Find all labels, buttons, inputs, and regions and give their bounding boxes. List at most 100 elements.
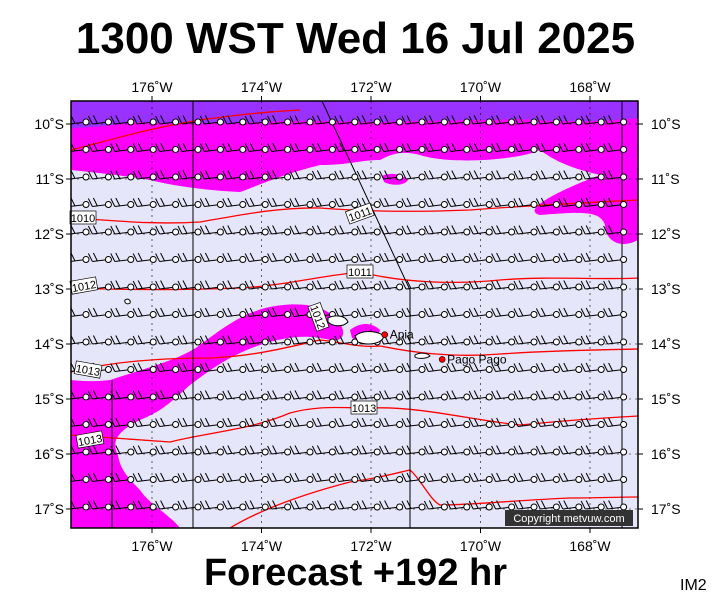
wind-barb	[244, 280, 269, 291]
wind-barb	[132, 115, 157, 126]
wind-barb	[222, 417, 247, 428]
svg-text:1013: 1013	[352, 403, 376, 415]
wind-barb	[311, 472, 336, 483]
wind-barb	[513, 225, 538, 236]
wind-barb	[110, 445, 135, 456]
wind-barb	[334, 225, 359, 236]
wind-barb	[580, 225, 605, 236]
wind-barb	[558, 390, 583, 401]
wind-barb	[267, 197, 292, 208]
place-marker	[381, 331, 388, 338]
wind-barb	[468, 390, 493, 401]
wind-barb	[267, 307, 292, 318]
wind-barb	[401, 417, 426, 428]
wind-barb	[580, 472, 605, 483]
wind-barb	[513, 417, 538, 428]
axis-ticks: 176˚W 176˚W 174˚W 174˚W 172˚W 172˚W 170˚W 170˚W…	[34, 79, 680, 554]
wind-barb	[603, 445, 628, 456]
wind-barb	[199, 472, 224, 483]
wind-barb	[222, 115, 247, 126]
wind-barb	[513, 362, 538, 373]
wind-barb	[177, 390, 202, 401]
wind-barb	[401, 445, 426, 456]
wind-barb	[222, 500, 247, 511]
wind-barb	[244, 500, 269, 511]
places: Apia Pago Pago	[381, 328, 507, 366]
wind-barb	[558, 170, 583, 181]
wind-barb	[384, 527, 386, 528]
wind-barb	[446, 417, 471, 428]
wind-barb	[401, 115, 426, 126]
wind-barb	[401, 142, 426, 153]
wind-barb	[222, 142, 247, 153]
wind-barb	[71, 445, 90, 456]
wind-barb	[580, 115, 605, 126]
wind-barb	[177, 252, 202, 263]
wind-barb	[401, 362, 426, 373]
wind-barb	[110, 500, 135, 511]
wind-barb	[289, 472, 314, 483]
isobar-1014	[229, 469, 638, 528]
wind-barb	[558, 252, 583, 263]
lon-label-top: 176˚W	[131, 79, 173, 95]
wind-barb	[289, 252, 314, 263]
wind-barb	[177, 307, 202, 318]
chart-title: 1300 WST Wed 16 Jul 2025	[75, 14, 636, 63]
wind-barb	[311, 335, 336, 346]
wind-barb	[244, 115, 269, 126]
svg-text:1011: 1011	[348, 267, 372, 279]
wind-barb	[267, 472, 292, 483]
wind-barb	[580, 280, 605, 291]
wind-barb	[558, 225, 583, 236]
wind-barb	[155, 362, 180, 373]
wind-barb	[334, 252, 359, 263]
rain-region-north-dark	[71, 101, 638, 128]
wind-barb	[87, 142, 112, 153]
wind-barb	[423, 362, 448, 373]
wind-barb	[491, 252, 516, 263]
wind-barb	[558, 472, 583, 483]
wind-barb	[401, 472, 426, 483]
wind-barb	[177, 142, 202, 153]
wind-barb	[199, 225, 224, 236]
wind-barb	[110, 197, 135, 208]
wind-barb	[608, 527, 610, 528]
map-frame	[70, 100, 639, 529]
wind-barb	[356, 445, 381, 456]
wind-barb	[267, 115, 292, 126]
wind-barb	[563, 527, 565, 528]
wind-barb	[132, 417, 157, 428]
wind-barb	[513, 170, 538, 181]
wind-barb	[423, 170, 448, 181]
wind-barb	[379, 225, 404, 236]
wind-barb	[446, 280, 471, 291]
wind-barb	[423, 225, 448, 236]
wind-barb	[87, 445, 112, 456]
place-label: Pago Pago	[447, 352, 507, 366]
wind-barb	[356, 170, 381, 181]
wind-barb	[468, 170, 493, 181]
lat-label-right: 14˚S	[651, 336, 681, 352]
wind-barb	[468, 307, 493, 318]
wind-barb	[446, 445, 471, 456]
wind-barb	[334, 197, 359, 208]
wind-barb	[132, 472, 157, 483]
wind-barb	[110, 335, 135, 346]
lon-label-top: 170˚W	[460, 79, 502, 95]
lat-label-left: 16˚S	[34, 446, 64, 462]
wind-barb	[379, 252, 404, 263]
wind-barb	[423, 115, 448, 126]
lon-label-bottom: 168˚W	[569, 538, 611, 554]
wind-barb	[379, 500, 404, 511]
wind-barb	[603, 142, 628, 153]
wind-barb	[468, 500, 493, 511]
wind-barb	[244, 417, 269, 428]
wind-barb	[541, 527, 542, 528]
isobar-label: 1011	[346, 264, 374, 279]
wind-barb	[535, 252, 560, 263]
wind-barb	[535, 197, 560, 208]
wind-barb	[446, 307, 471, 318]
wind-barb	[177, 417, 202, 428]
wind-barb	[356, 307, 381, 318]
wind-barb	[446, 335, 471, 346]
